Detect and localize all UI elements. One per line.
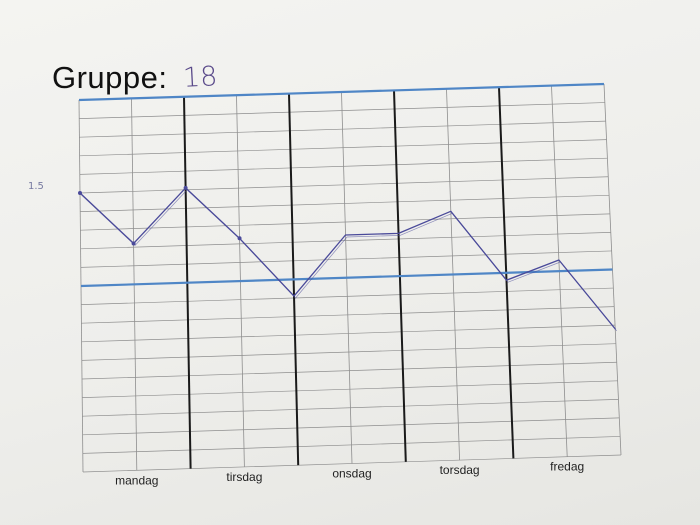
x-tick-label: fredag <box>550 460 584 474</box>
x-tick-label: tirsdag <box>226 470 262 484</box>
data-point <box>237 236 242 241</box>
data-series <box>79 187 617 332</box>
x-tick-label: torsdag <box>440 463 480 477</box>
data-point <box>131 241 136 246</box>
data-point <box>78 191 82 195</box>
y-annotation: 1.5 <box>28 181 44 192</box>
reference-lines <box>78 82 613 288</box>
x-tick-label: onsdag <box>332 467 371 481</box>
x-tick-label: mandag <box>115 473 158 487</box>
data-points <box>78 185 242 246</box>
reference-line <box>80 268 613 288</box>
series-line <box>79 187 616 330</box>
x-tick-labels: mandag tirsdag onsdag torsdag fredag <box>115 460 584 488</box>
chart-title-label: Gruppe: <box>52 60 168 95</box>
reference-line <box>78 82 605 102</box>
data-point <box>183 185 188 190</box>
series-line-retrace <box>81 189 617 332</box>
